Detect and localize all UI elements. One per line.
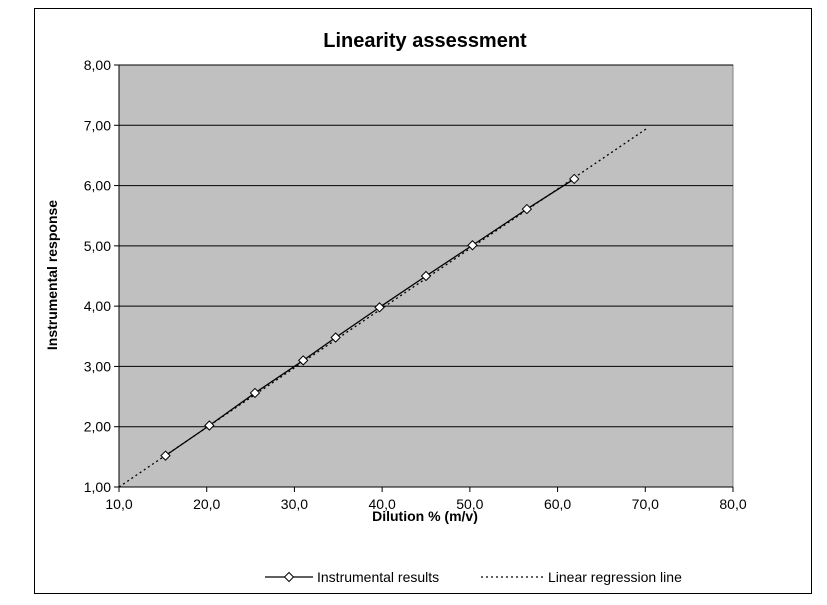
data-point: [204, 420, 215, 431]
x-axis-ticks: 10,0 20,0 30,0 40,0 50,0 60,0 70,0 80,0: [105, 487, 747, 512]
data-point: [160, 450, 171, 461]
legend-results-marker: [283, 571, 295, 583]
data-point: [330, 332, 341, 343]
x-tick-label-6: 70,0: [632, 496, 659, 512]
x-tick-label-0: 10,0: [105, 496, 132, 512]
data-point: [374, 302, 385, 313]
y-axis-label: Instrumental response: [44, 200, 60, 350]
y-tick-label-7: 8,00: [84, 57, 111, 73]
data-point: [521, 203, 533, 215]
y-tick-label-1: 2,00: [84, 419, 111, 435]
x-tick-label-1: 20,0: [193, 496, 220, 512]
chart-title: Linearity assessment: [323, 30, 527, 52]
data-point: [467, 240, 478, 251]
legend: Instrumental results Linear regression li…: [265, 569, 682, 585]
x-tick-label-7: 80,0: [719, 496, 746, 512]
x-tick-label-2: 30,0: [281, 496, 308, 512]
y-tick-label-2: 3,00: [84, 358, 111, 374]
axes: [118, 65, 733, 488]
results-line: [165, 178, 575, 457]
x-tick-label-4: 50,0: [456, 496, 483, 512]
data-point: [569, 173, 580, 185]
y-tick-label-0: 1,00: [84, 479, 111, 495]
x-tick-label-3: 40,0: [369, 496, 396, 512]
y-tick-label-6: 7,00: [84, 117, 111, 133]
legend-results-label: Instrumental results: [317, 569, 439, 585]
data-point: [297, 355, 309, 366]
data-point: [420, 270, 432, 282]
series-group: [118, 127, 648, 488]
gridlines: [119, 64, 733, 428]
data-point: [249, 387, 261, 399]
x-tick-label-5: 60,0: [544, 496, 571, 512]
y-axis-ticks: 1,00 2,00 3,00 4,00 5,00 6,00 7,00 8,00: [84, 57, 119, 495]
y-tick-label-3: 4,00: [84, 298, 111, 314]
y-tick-label-5: 6,00: [84, 178, 111, 194]
y-tick-label-4: 5,00: [84, 238, 111, 254]
x-axis-label: Dilution % (m/v): [372, 508, 478, 524]
legend-regression-label: Linear regression line: [548, 569, 682, 585]
